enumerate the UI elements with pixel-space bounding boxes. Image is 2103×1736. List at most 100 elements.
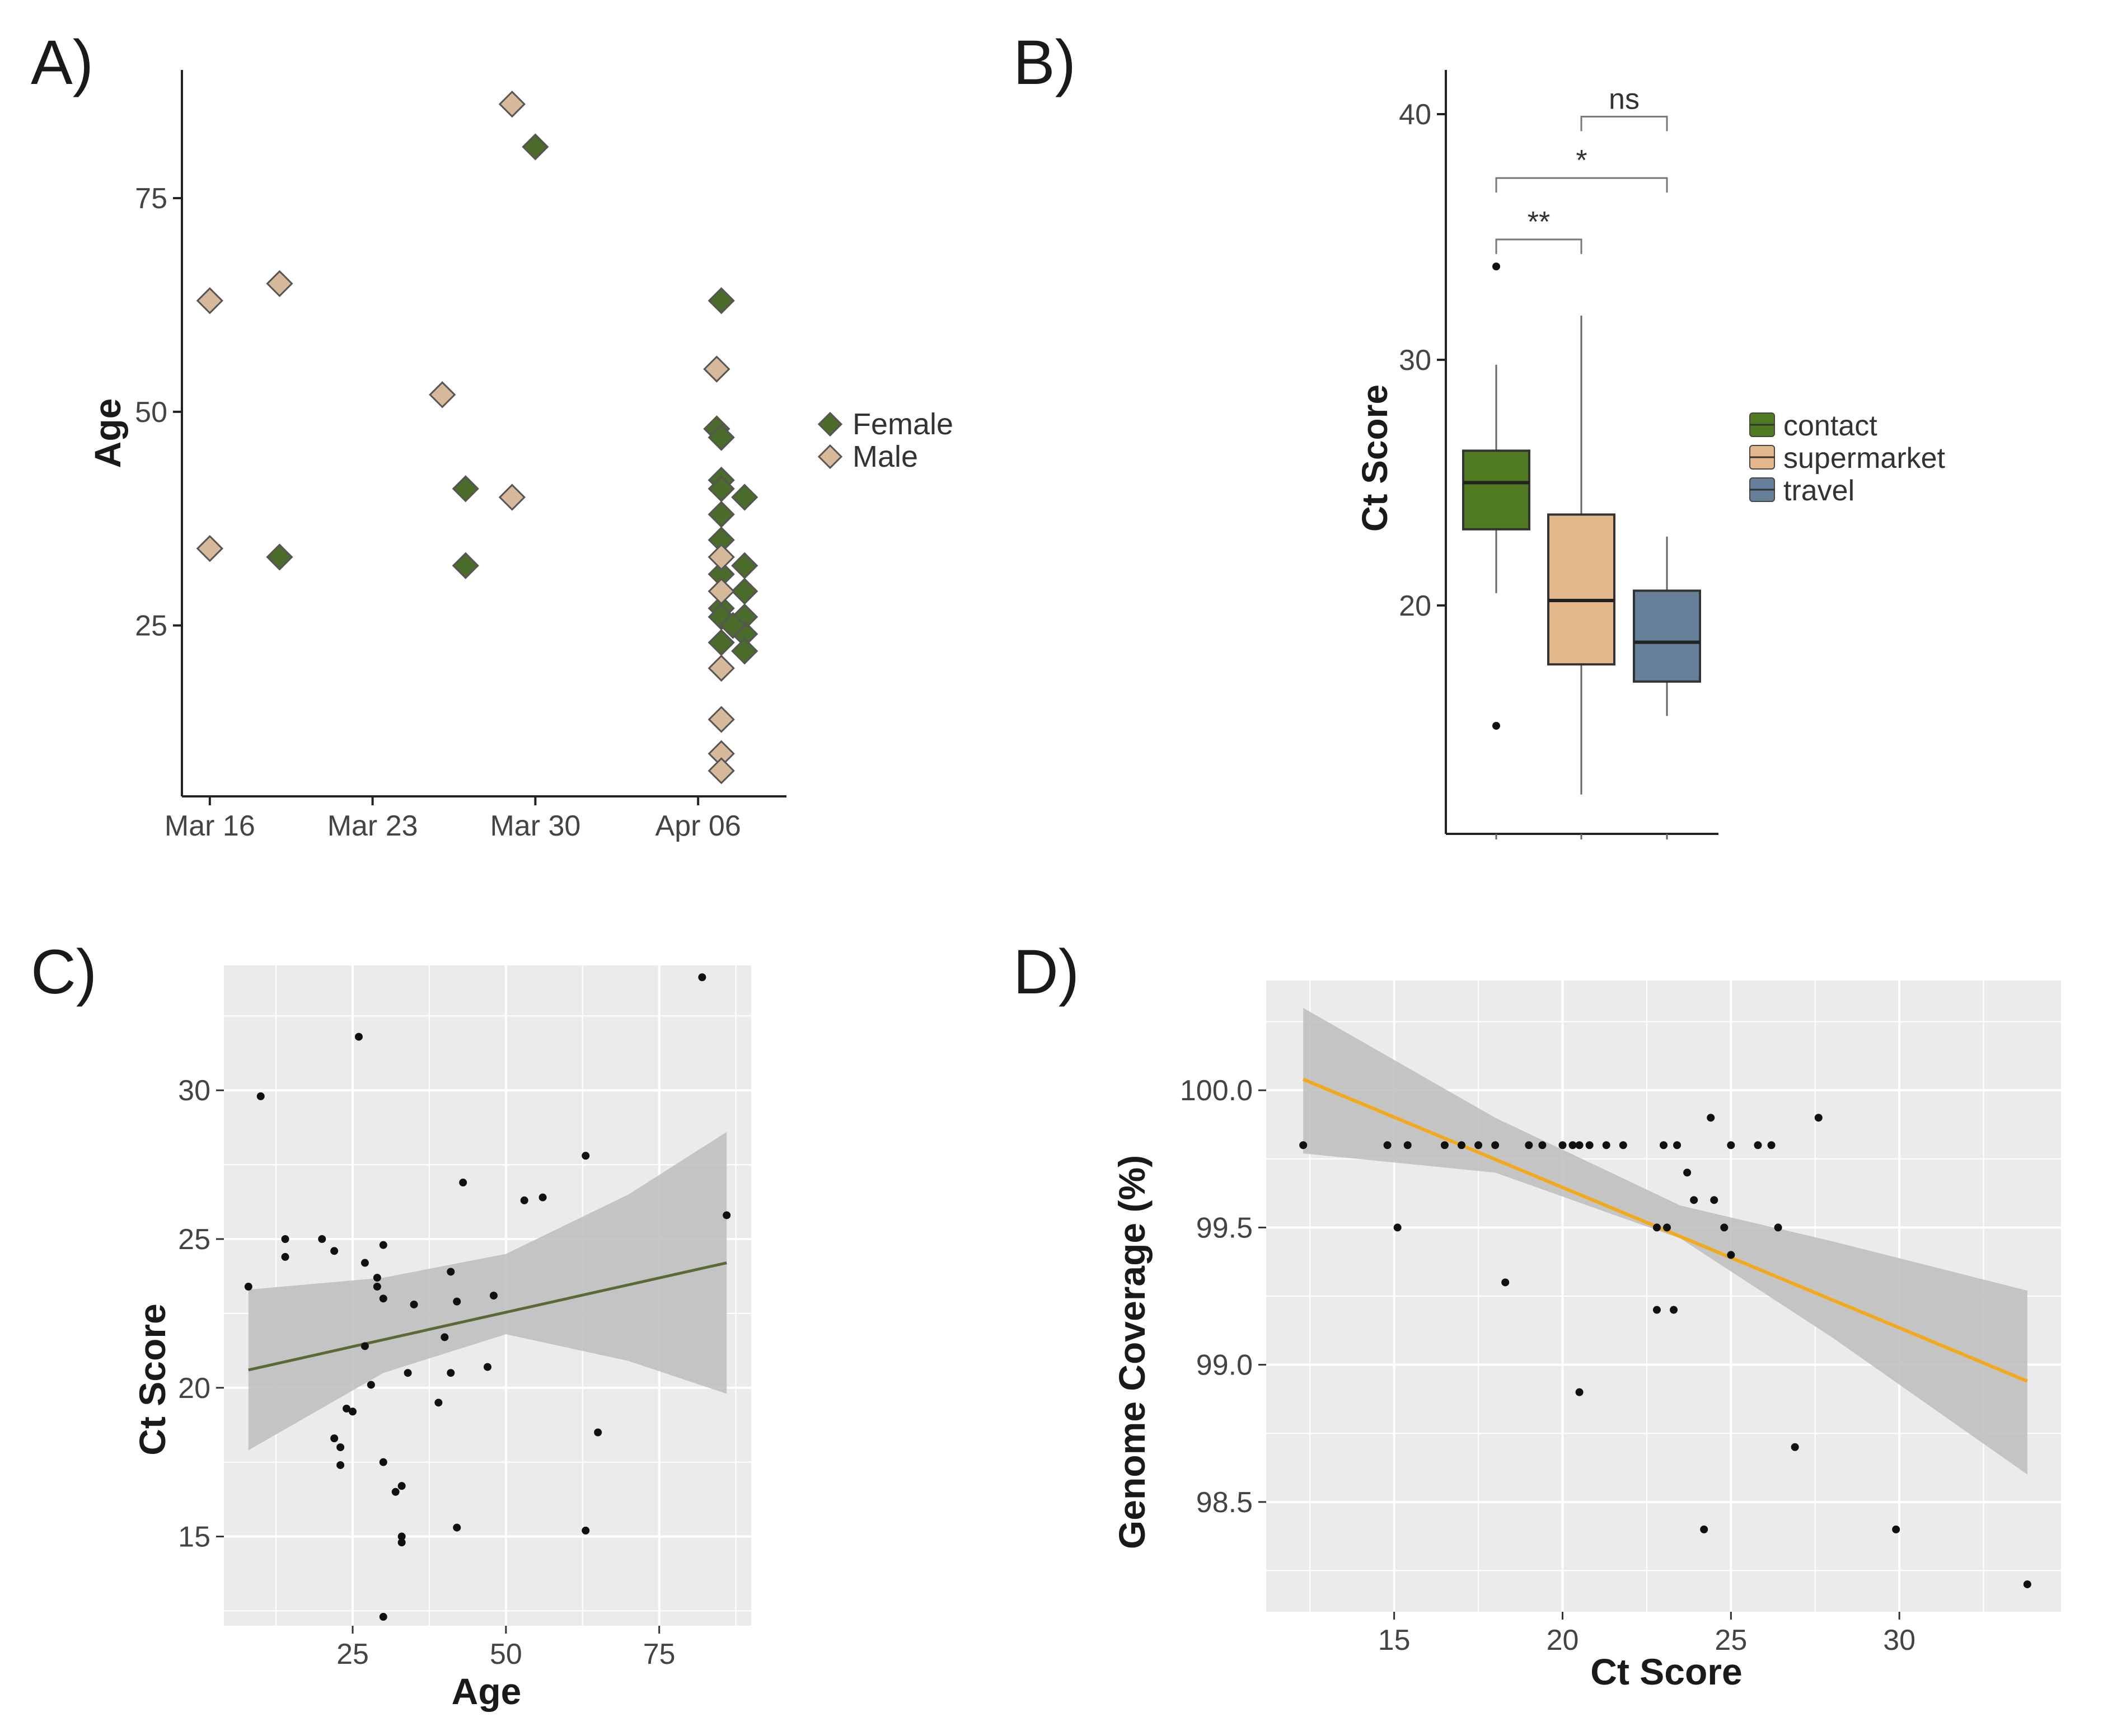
panel-b-significance-bracket bbox=[1580, 115, 1668, 132]
panel-a-point-female bbox=[731, 552, 758, 579]
panel-c-point bbox=[244, 1283, 252, 1291]
panel-c-point bbox=[330, 1247, 339, 1255]
panel-d-confidence-band bbox=[1303, 1008, 2027, 1475]
panel-c-x-tick-label: 25 bbox=[336, 1638, 369, 1671]
panel-b-label: B) bbox=[1013, 27, 1076, 97]
panel-c-point bbox=[397, 1482, 406, 1490]
panel-a-point-female bbox=[719, 612, 747, 639]
panel-b-y-tick-label: 30 bbox=[1399, 344, 1431, 377]
panel-d-point bbox=[1538, 1141, 1547, 1149]
panel-c-point bbox=[336, 1443, 345, 1452]
panel-d-point bbox=[1690, 1196, 1698, 1204]
panel-c-point bbox=[397, 1538, 406, 1547]
panel-c-point bbox=[373, 1274, 381, 1282]
panel-c-point bbox=[582, 1152, 590, 1160]
panel-a-x-tick-label: Apr 06 bbox=[655, 810, 741, 842]
panel-d-point bbox=[1791, 1443, 1799, 1451]
panel-a-point-male bbox=[196, 535, 223, 562]
panel-d-x-tick-label: 15 bbox=[1378, 1624, 1411, 1657]
panel-b-legend-label: supermarket bbox=[1783, 442, 1946, 475]
panel-a-x-tick-label: Mar 16 bbox=[165, 810, 255, 842]
panel-b-significance-label: ** bbox=[1528, 206, 1550, 238]
panel-b-y-tick-label: 40 bbox=[1399, 98, 1431, 131]
panel-c-confidence-band bbox=[248, 1132, 727, 1451]
panel-d-point bbox=[1403, 1141, 1412, 1149]
panel-a-y-tick-label: 75 bbox=[135, 182, 167, 215]
panel-c-x-axis-title: Age bbox=[452, 1671, 522, 1712]
panel-a-point-female bbox=[266, 543, 293, 571]
panel-a-legend-key-male bbox=[817, 444, 843, 470]
panel-d-y-tick-label: 99.0 bbox=[1196, 1349, 1253, 1382]
panel-d-point bbox=[1575, 1141, 1584, 1149]
panel-a-point-female bbox=[452, 552, 479, 579]
panel-d-y-tick-label: 98.5 bbox=[1196, 1486, 1253, 1519]
panel-c-point bbox=[379, 1458, 387, 1466]
panel-a-point-female bbox=[731, 637, 758, 665]
panel-d-point bbox=[1727, 1251, 1735, 1259]
panel-d-point bbox=[1707, 1114, 1715, 1122]
panel-c-point bbox=[349, 1407, 357, 1416]
panel-c-point bbox=[459, 1179, 467, 1187]
panel-a-point-female bbox=[708, 500, 735, 528]
panel-c-y-tick-label: 15 bbox=[178, 1521, 210, 1554]
panel-d-point bbox=[1575, 1388, 1584, 1396]
panel-c-label: C) bbox=[31, 937, 97, 1007]
panel-c-point bbox=[484, 1363, 491, 1371]
panel-c-point bbox=[410, 1300, 418, 1308]
panel-d-point bbox=[1383, 1141, 1392, 1149]
panel-b-y-axis-title: Ct Score bbox=[1355, 384, 1395, 532]
panel-d-point bbox=[1892, 1525, 1900, 1533]
panel-d-point bbox=[1720, 1223, 1729, 1232]
panel-c-point bbox=[281, 1252, 289, 1261]
panel-b-significance-bracket bbox=[1495, 177, 1668, 193]
panel-c-y-tick-label: 30 bbox=[178, 1075, 210, 1107]
panel-d-point bbox=[1673, 1141, 1682, 1149]
panel-a-point-male bbox=[498, 484, 526, 511]
panel-a-point-male bbox=[703, 355, 730, 383]
panel-b-box-contact bbox=[1462, 449, 1530, 531]
panel-a-point-female bbox=[522, 133, 549, 161]
panel-a-point-male bbox=[708, 654, 735, 682]
panel-c-point bbox=[256, 1092, 265, 1100]
panel-c-point bbox=[520, 1196, 528, 1204]
panel-c-point bbox=[447, 1369, 455, 1377]
panel-d-point bbox=[1457, 1141, 1465, 1149]
panel-d-point bbox=[1652, 1306, 1661, 1314]
panel-d-point bbox=[1501, 1278, 1510, 1287]
panel-c-point bbox=[391, 1488, 400, 1496]
panel-c-point bbox=[379, 1294, 387, 1303]
panel-c-point bbox=[453, 1297, 461, 1306]
panel-c-point bbox=[336, 1461, 345, 1469]
panel-d-x-tick-label: 30 bbox=[1883, 1624, 1915, 1657]
panel-d-point bbox=[1663, 1223, 1671, 1232]
panel-d-point bbox=[1525, 1141, 1533, 1149]
panel-c-point bbox=[453, 1523, 461, 1532]
panel-d-x-tick-label: 25 bbox=[1715, 1624, 1747, 1657]
panel-c-point bbox=[367, 1381, 375, 1389]
panel-b-outlier-contact bbox=[1492, 262, 1500, 271]
panel-a-point-male bbox=[196, 287, 223, 315]
panel-a-legend-label: Female bbox=[853, 407, 953, 441]
panel-d-x-axis-title: Ct Score bbox=[1590, 1651, 1742, 1692]
panel-d-point bbox=[2023, 1580, 2031, 1588]
panel-c-point bbox=[343, 1404, 351, 1413]
panel-d-point bbox=[1568, 1141, 1577, 1149]
panel-c-point bbox=[354, 1033, 363, 1041]
panel-b-box-travel bbox=[1633, 589, 1701, 683]
panel-a-point-male bbox=[708, 757, 735, 785]
panel-a-x-tick-label: Mar 23 bbox=[327, 810, 418, 842]
panel-a-point-male bbox=[708, 543, 735, 571]
panel-c-x-tick-label: 75 bbox=[643, 1638, 676, 1671]
panel-a-label: A) bbox=[31, 27, 93, 97]
panel-d-point bbox=[1440, 1141, 1449, 1149]
panel-a-point-male bbox=[498, 90, 526, 118]
panel-a-y-axis-title: Age bbox=[87, 398, 128, 468]
panel-c-fit-line bbox=[248, 1261, 727, 1372]
panel-d-point bbox=[1393, 1223, 1402, 1232]
panel-c-point bbox=[397, 1532, 406, 1541]
panel-c-point bbox=[582, 1526, 590, 1535]
panel-d-point bbox=[1474, 1141, 1483, 1149]
panel-c-point bbox=[360, 1259, 369, 1267]
panel-d-point bbox=[1558, 1141, 1567, 1149]
panel-c-point bbox=[330, 1434, 339, 1443]
